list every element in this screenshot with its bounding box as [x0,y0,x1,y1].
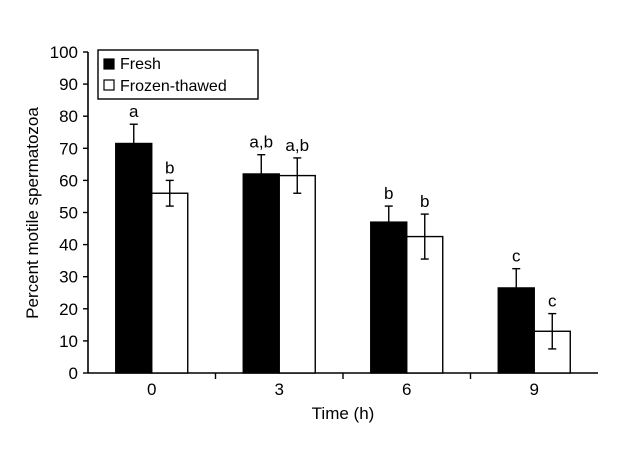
legend-label-fresh: Fresh [120,56,161,73]
significance-label: c [512,247,521,266]
x-tick-label: 9 [530,380,539,399]
legend: Fresh Frozen-thawed [97,49,259,100]
x-tick-label: 6 [402,380,411,399]
significance-labels: a b a,b a,b b b c c [129,102,557,310]
bar-fresh [497,287,535,374]
significance-label: a [129,102,139,121]
bar-frozen-thawed [151,192,189,374]
bar-fresh [242,173,280,374]
x-axis-title: Time (h) [312,404,375,423]
legend-box [97,49,259,100]
y-tick-label: 50 [59,204,78,223]
y-tick-label: 80 [59,107,78,126]
significance-label: c [548,292,557,311]
y-tick-label: 40 [59,236,78,255]
y-tick-label: 70 [59,139,78,158]
legend-swatch-fresh [103,58,115,70]
bar-frozen-thawed [278,174,316,374]
legend-label-frozen-thawed: Frozen-thawed [120,78,227,95]
significance-label: b [165,158,174,177]
bar-fresh [115,142,153,374]
bars [115,123,571,374]
significance-label: a,b [249,133,273,152]
x-tick-label: 3 [275,380,284,399]
axes: 0 10 20 30 40 50 60 70 80 90 100 0 3 6 9 [50,43,598,399]
y-tick-label: 30 [59,268,78,287]
y-tick-label: 20 [59,300,78,319]
y-tick-label: 60 [59,171,78,190]
y-tick-label: 100 [50,43,78,62]
legend-swatch-frozen-thawed [103,79,115,91]
y-tick-label: 0 [69,364,78,383]
y-tick-label: 90 [59,75,78,94]
significance-label: a,b [285,136,309,155]
significance-label: b [384,184,393,203]
y-axis-title: Percent motile spermatozoa [23,107,42,319]
x-tick-label: 0 [147,380,156,399]
y-tick-label: 10 [59,332,78,351]
significance-label: b [420,192,429,211]
bar-fresh [370,221,408,374]
